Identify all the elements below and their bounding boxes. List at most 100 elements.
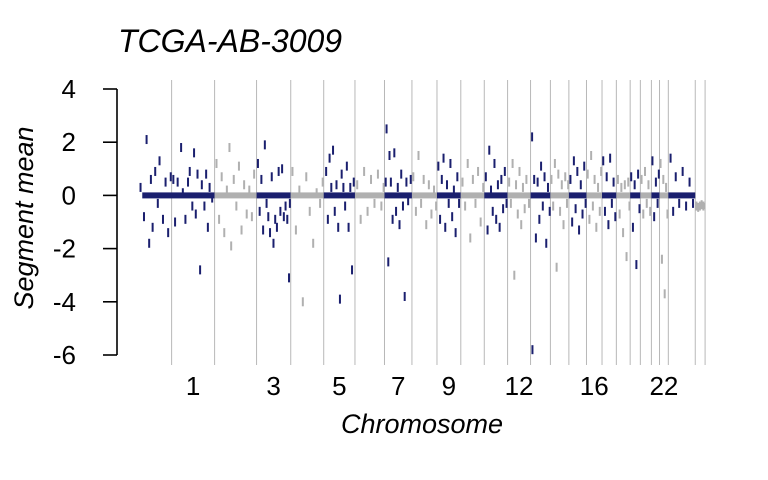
segment-point bbox=[633, 180, 636, 190]
segment-point bbox=[412, 172, 415, 182]
chromosome-baseline bbox=[695, 203, 706, 210]
segment-point bbox=[409, 174, 412, 184]
segment-point bbox=[154, 166, 157, 176]
y-tick-label: -4 bbox=[53, 287, 76, 317]
segment-point bbox=[449, 158, 452, 168]
segment-point bbox=[325, 166, 328, 176]
segment-point bbox=[447, 198, 450, 208]
segment-point bbox=[417, 151, 420, 160]
segment-point bbox=[674, 172, 677, 182]
segment-point bbox=[464, 201, 467, 211]
segment-point bbox=[562, 220, 565, 230]
segment-point bbox=[256, 158, 259, 168]
segment-point bbox=[612, 177, 615, 187]
segment-point bbox=[161, 214, 164, 224]
segment-point bbox=[340, 169, 343, 179]
x-axis-label: Chromosome bbox=[341, 409, 503, 439]
segment-point bbox=[557, 169, 560, 179]
segment-point bbox=[659, 158, 662, 168]
y-tick-label: 4 bbox=[62, 74, 76, 104]
segment-point bbox=[284, 201, 287, 211]
segment-point bbox=[681, 166, 684, 176]
segment-point bbox=[479, 217, 482, 227]
segment-point bbox=[598, 206, 601, 216]
segment-point bbox=[616, 174, 619, 184]
segment-point bbox=[359, 214, 362, 224]
segment-point bbox=[520, 220, 523, 230]
segment-point bbox=[525, 174, 528, 184]
segment-point bbox=[230, 241, 233, 251]
segment-point bbox=[167, 228, 170, 238]
segment-point bbox=[452, 185, 455, 195]
segment-point bbox=[269, 228, 272, 238]
segment-point bbox=[253, 169, 256, 179]
y-tick-label: -6 bbox=[53, 340, 76, 370]
segment-point bbox=[442, 153, 445, 163]
segment-point bbox=[669, 153, 672, 163]
segment-point bbox=[373, 198, 376, 208]
segment-point bbox=[609, 153, 612, 163]
segment-point bbox=[158, 156, 161, 166]
segment-point bbox=[151, 222, 154, 232]
x-tick-label: 22 bbox=[649, 371, 678, 401]
segment-point bbox=[653, 212, 656, 222]
chromosome-baseline bbox=[602, 192, 617, 199]
segment-point bbox=[294, 225, 297, 235]
segment-point bbox=[635, 260, 638, 270]
segment-point bbox=[536, 177, 539, 187]
segment-point bbox=[382, 182, 385, 192]
segment-point bbox=[602, 156, 605, 166]
segment-point bbox=[433, 185, 436, 195]
segment-point bbox=[654, 177, 657, 187]
segment-point bbox=[384, 177, 387, 187]
x-tick-label: 1 bbox=[186, 371, 200, 401]
segment-point bbox=[610, 198, 613, 208]
segment-point bbox=[546, 182, 549, 192]
segment-point bbox=[223, 228, 226, 238]
segment-point bbox=[194, 209, 197, 219]
segment-point bbox=[281, 164, 284, 174]
segment-point bbox=[240, 225, 243, 235]
segment-point bbox=[277, 166, 280, 176]
x-tick-label: 9 bbox=[442, 371, 456, 401]
segment-point bbox=[232, 174, 235, 184]
segment-point bbox=[333, 206, 336, 216]
segment-point bbox=[218, 214, 221, 224]
segment-point bbox=[435, 201, 438, 211]
segment-point bbox=[509, 198, 512, 208]
segment-point bbox=[169, 172, 172, 182]
segment-point bbox=[533, 174, 536, 184]
segment-point bbox=[649, 206, 652, 216]
segment-point bbox=[603, 206, 606, 216]
segment-point bbox=[444, 222, 447, 232]
segment-point bbox=[267, 212, 270, 222]
segment-point bbox=[351, 265, 354, 275]
segment-point bbox=[363, 166, 366, 176]
segment-point bbox=[425, 220, 428, 230]
segment-point bbox=[583, 161, 586, 171]
segment-point bbox=[482, 182, 485, 192]
segment-point bbox=[466, 158, 469, 168]
chromosome-baseline bbox=[568, 192, 587, 199]
segment-point bbox=[191, 201, 194, 211]
segment-point bbox=[672, 206, 675, 216]
chromosome-baseline bbox=[630, 192, 641, 199]
segment-point bbox=[590, 151, 593, 160]
segment-point bbox=[279, 206, 282, 216]
segment-point bbox=[454, 228, 457, 238]
chromosome-baseline bbox=[142, 192, 215, 199]
segment-point bbox=[366, 206, 369, 216]
segment-point bbox=[496, 180, 499, 190]
segment-point bbox=[531, 345, 534, 355]
chromosome-baseline bbox=[323, 192, 355, 199]
segment-point bbox=[623, 180, 626, 190]
segment-point bbox=[298, 185, 301, 195]
segment-point bbox=[248, 185, 251, 195]
segment-point bbox=[274, 214, 277, 224]
segment-point bbox=[270, 172, 273, 182]
segment-point bbox=[625, 252, 628, 262]
segment-point bbox=[637, 169, 640, 179]
segment-point bbox=[396, 182, 399, 192]
segment-point bbox=[484, 172, 487, 182]
segment-point bbox=[220, 172, 223, 182]
